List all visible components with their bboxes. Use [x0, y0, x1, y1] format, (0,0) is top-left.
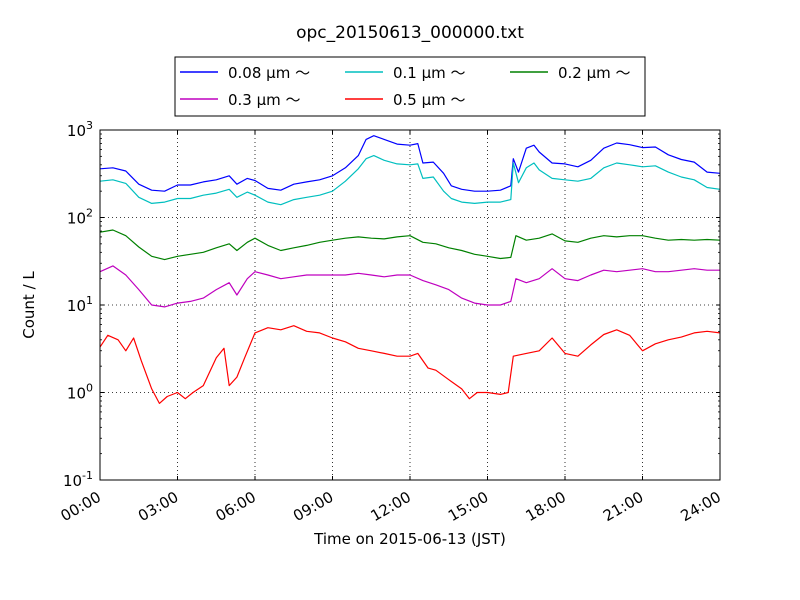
- series-line-2: [99, 155, 721, 206]
- x-tick-label: 06:00: [213, 488, 259, 525]
- x-tick-labels: 00:00 03:00 06:00 09:00 12:00 15:00 18:00 21:00…: [58, 488, 724, 525]
- x-tick-label: 09:00: [290, 488, 336, 525]
- y-tick-labels: 10-1 100 101 102 103: [63, 119, 93, 490]
- legend-label: 0.5 μm ～: [393, 91, 466, 109]
- y-tick-label: 101: [67, 294, 93, 315]
- y-axis-label: Count / L: [20, 271, 38, 339]
- x-tick-label: 18:00: [523, 488, 569, 525]
- x-tick-label: 24:00: [678, 488, 724, 525]
- series-line-4: [99, 265, 720, 308]
- y-tick-label: 102: [67, 207, 93, 228]
- legend-label: 0.3 μm ～: [228, 91, 301, 109]
- series-line-3: [99, 229, 721, 261]
- x-tick-label: 21:00: [600, 488, 646, 525]
- y-tick-label: 103: [67, 119, 93, 140]
- chart-title: opc_20150613_000000.txt: [296, 23, 524, 43]
- x-tick-label: 15:00: [445, 488, 491, 525]
- series-line-1: [99, 135, 721, 192]
- series-line-5: [99, 325, 721, 404]
- legend-label: 0.2 μm ～: [558, 64, 631, 82]
- legend-label: 0.1 μm ～: [393, 64, 466, 82]
- legend-label: 0.08 μm ～: [228, 64, 310, 82]
- x-axis-label: Time on 2015-06-13 (JST): [313, 530, 506, 548]
- legend-frame: [174, 56, 646, 117]
- x-tick-label: 00:00: [58, 488, 104, 525]
- legend: 0.08 μm ～ 0.1 μm ～ 0.2 μm ～ 0.3 μm ～ 0.5 μm …: [174, 56, 646, 117]
- x-tick-label: 12:00: [368, 488, 414, 525]
- y-tick-label: 100: [67, 382, 93, 403]
- y-tick-label: 10-1: [63, 469, 93, 490]
- series-group: [99, 135, 721, 404]
- x-tick-label: 03:00: [135, 488, 181, 525]
- axis-ticks: [99, 129, 721, 481]
